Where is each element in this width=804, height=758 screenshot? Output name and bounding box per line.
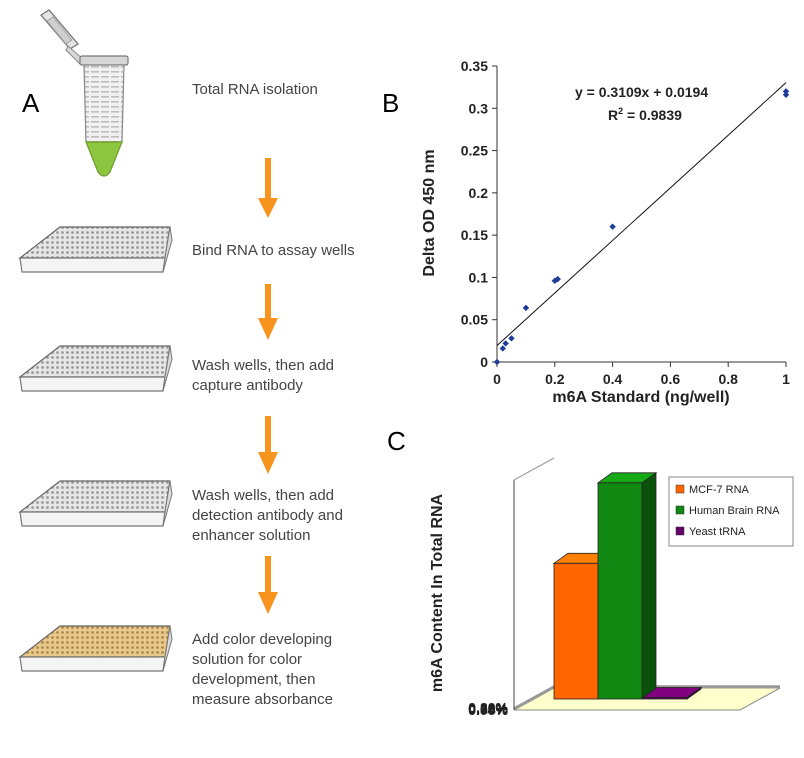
- scatter-x-tick-label: 1: [782, 371, 790, 387]
- step-4-line-3: enhancer solution: [192, 527, 311, 544]
- panel-label-a: A: [22, 88, 40, 118]
- scatter-point: [551, 277, 558, 285]
- down-arrow-icon: [258, 556, 278, 614]
- step-1-text: Total RNA isolation: [192, 80, 318, 100]
- bar-y-tick-label: 0.00%: [468, 702, 508, 718]
- well-plate-icon: [18, 345, 173, 392]
- scatter-point: [502, 340, 509, 347]
- step-4-line-2: detection antibody and: [192, 507, 343, 524]
- step-5-line-3: development, then: [192, 671, 316, 688]
- legend-label: MCF-7 RNA: [689, 484, 750, 496]
- bar-y-tick-label: 0.16%: [468, 700, 508, 716]
- bar-y-tick-label: 0.04%: [468, 702, 508, 718]
- step-2-line-1: Bind RNA to assay wells: [192, 242, 355, 259]
- legend-swatch: [675, 484, 685, 494]
- bar-front-face: [597, 482, 643, 700]
- step-5-line-1: Add color developing: [192, 631, 333, 648]
- bar-y-tick-label: 0.20%: [468, 700, 508, 716]
- scatter-y-axis-title: Delta OD 450 nm: [421, 149, 438, 276]
- step-2-text: Bind RNA to assay wells: [192, 241, 355, 261]
- scatter-point: [782, 91, 790, 98]
- step-5-line-2: solution for color: [192, 651, 303, 668]
- scatter-point: [782, 88, 790, 95]
- well-plate-icon: [18, 226, 173, 273]
- bar-human-brain-rna: [596, 472, 658, 700]
- step-3-line-2: capture antibody: [192, 377, 303, 394]
- scatter-y-tick-label: 0.2: [469, 185, 489, 201]
- scatter-point: [508, 335, 515, 342]
- step-1-line-1: Total RNA isolation: [192, 81, 318, 98]
- r-squared-value: = 0.9839: [623, 107, 682, 123]
- trendline: [496, 82, 787, 346]
- r-squared-exponent: 2: [618, 106, 623, 116]
- microcentrifuge-tube-icon: [40, 9, 129, 177]
- r-squared-symbol: R: [608, 107, 618, 123]
- well-plate-icon: [18, 480, 173, 527]
- scatter-x-axis-title: m6A Standard (ng/well): [552, 389, 729, 406]
- bar-side-face: [641, 472, 657, 700]
- bar-front-face: [553, 562, 599, 700]
- scatter-y-tick-label: 0.15: [461, 227, 488, 243]
- scatter-y-tick-label: 0.3: [469, 100, 489, 116]
- scatter-x-tick-label: 0.6: [661, 371, 681, 387]
- scatter-point: [522, 304, 530, 312]
- bar-grid-depth-line: [513, 685, 555, 709]
- panel-label-b: B: [382, 88, 400, 118]
- regression-equation: y = 0.3109x + 0.0194: [575, 84, 708, 100]
- scatter-x-tick-label: 0.4: [603, 371, 623, 387]
- step-5-line-4: measure absorbance: [192, 691, 333, 708]
- step-4-text: Wash wells, then add detection antibody …: [192, 486, 343, 546]
- scatter-x-tick-label: 0.8: [718, 371, 738, 387]
- bar-chart-legend: MCF-7 RNA Human Brain RNA Yeast tRNA: [668, 476, 794, 547]
- down-arrow-icon: [258, 416, 278, 474]
- scatter-y-tick-label: 0.05: [461, 312, 488, 328]
- bar-y-tick-label: 0.12%: [468, 701, 508, 717]
- scatter-y-tick-label: 0: [480, 354, 488, 370]
- scatter-y-tick-label: 0.35: [461, 58, 488, 74]
- panel-label-c: C: [387, 426, 406, 456]
- step-5-text: Add color developing solution for color …: [192, 630, 333, 710]
- step-4-line-1: Wash wells, then add: [192, 487, 335, 504]
- scatter-point: [554, 275, 561, 283]
- scatter-y-tick-label: 0.25: [461, 143, 488, 159]
- scatter-point: [493, 358, 501, 366]
- scatter-point: [499, 345, 506, 352]
- step-3-text: Wash wells, then add capture antibody: [192, 356, 334, 396]
- step-3-line-1: Wash wells, then add: [192, 357, 335, 374]
- scatter-x-tick-label: 0.2: [545, 371, 565, 387]
- bar-front-face: [642, 697, 688, 700]
- legend-swatch: [675, 526, 685, 536]
- r-squared: R2 = 0.9839: [608, 106, 682, 123]
- legend-label: Yeast tRNA: [689, 526, 746, 538]
- scatter-y-tick-label: 0.1: [469, 269, 489, 285]
- scatter-point: [609, 223, 616, 230]
- bar-chart-depth-axis: [513, 457, 555, 481]
- legend-swatch: [675, 505, 685, 515]
- scatter-x-tick-label: 0: [493, 371, 501, 387]
- bar-chart-y-axis-title: m6A Content In Total RNA: [429, 493, 446, 692]
- bar-y-tick-label: 0.08%: [468, 701, 508, 717]
- legend-label: Human Brain RNA: [689, 505, 780, 517]
- down-arrow-icon: [258, 284, 278, 340]
- well-plate-developed-icon: [18, 625, 173, 672]
- bar-yeast-trna: [641, 686, 703, 700]
- down-arrow-icon: [258, 158, 278, 218]
